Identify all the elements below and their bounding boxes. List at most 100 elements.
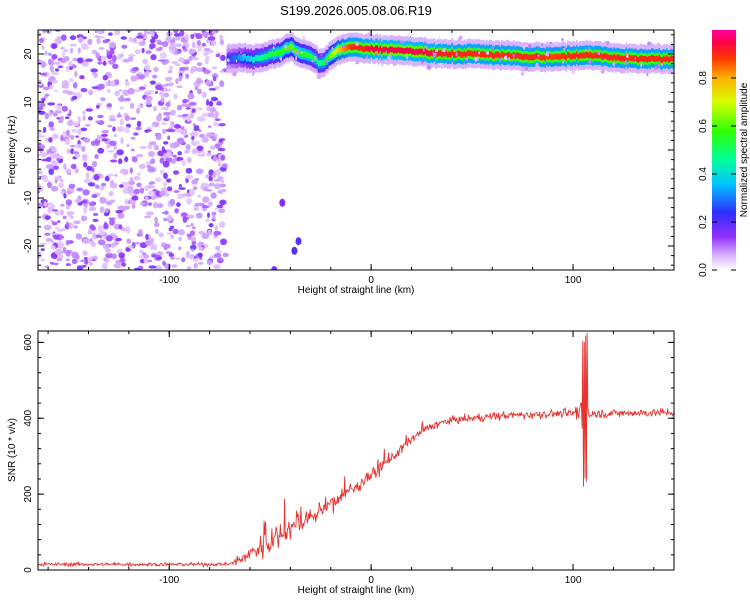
- noise-blob: [206, 259, 213, 266]
- noise-blob: [68, 119, 73, 126]
- noise-blob: [220, 238, 227, 246]
- noise-blob: [54, 178, 58, 184]
- noise-blob: [206, 99, 210, 106]
- noise-blob: [159, 169, 165, 175]
- carrier-segment: [618, 54, 620, 61]
- noise-blob: [92, 226, 96, 231]
- carrier-segment: [615, 55, 617, 62]
- noise-blob: [44, 232, 51, 236]
- noise-blob: [170, 234, 175, 239]
- carrier-segment: [565, 54, 568, 61]
- noise-blob: [172, 228, 179, 235]
- noise-blob: [147, 144, 152, 150]
- carrier-segment: [334, 49, 337, 56]
- noise-blob: [124, 115, 130, 121]
- noise-blob: [124, 97, 131, 102]
- snr-axes: -100 0 100 0 200 400 600: [23, 331, 674, 586]
- noise-blob: [190, 244, 197, 251]
- noise-blob: [155, 190, 161, 197]
- noise-blob: [129, 117, 137, 120]
- colorbar-ticks: 0.0 0.2 0.4 0.6 0.8: [698, 71, 736, 277]
- carrier-segment: [282, 48, 284, 55]
- noise-blob: [144, 129, 152, 132]
- noise-blob: [176, 202, 181, 208]
- noise-blob: [91, 194, 98, 199]
- noise-blob: [208, 88, 217, 91]
- carrier-segment: [339, 47, 341, 54]
- noise-blob: [150, 54, 157, 61]
- noise-blob: [134, 241, 141, 245]
- carrier-segment: [396, 47, 398, 54]
- carrier-segment: [495, 51, 497, 58]
- noise-blob: [165, 101, 171, 107]
- noise-blob: [39, 242, 47, 246]
- noise-blob: [60, 34, 67, 41]
- carrier-segment: [663, 55, 665, 62]
- noise-blob: [163, 217, 167, 222]
- carrier-segment: [595, 52, 598, 59]
- noise-blob: [72, 82, 78, 89]
- noise-blob: [38, 132, 41, 139]
- carrier-halo: [442, 48, 447, 53]
- spectrogram-plot-area: [38, 30, 674, 270]
- noise-blob: [87, 182, 96, 187]
- noise-blob: [156, 203, 164, 209]
- noise-blob: [55, 68, 59, 72]
- noise-blob: [78, 143, 82, 149]
- x-tick-label: -100: [159, 575, 179, 586]
- noise-blob: [91, 167, 95, 173]
- noise-blob: [74, 153, 81, 158]
- carrier-segment: [661, 57, 664, 63]
- carrier-segment: [511, 53, 514, 59]
- carrier-segment: [295, 48, 298, 55]
- noise-blob: [51, 80, 59, 84]
- carrier-segment: [261, 54, 263, 61]
- noise-blob: [104, 175, 110, 182]
- carrier-segment: [279, 50, 281, 57]
- noise-blob: [48, 58, 52, 65]
- noise-blob: [209, 145, 216, 150]
- carrier-segment: [336, 48, 338, 55]
- noise-blob: [136, 107, 140, 114]
- noise-blob: [173, 170, 180, 175]
- noise-blob: [49, 65, 54, 71]
- x-tick-label: 100: [565, 275, 582, 286]
- carrier-segment: [507, 52, 509, 58]
- carrier-segment: [444, 50, 446, 57]
- noise-blob: [185, 115, 191, 121]
- carrier-segment: [657, 56, 659, 62]
- noise-blob: [109, 80, 115, 87]
- noise-blob: [191, 148, 199, 155]
- snr-y-axis-label: SNR (10 * v/v): [7, 418, 18, 482]
- noise-blob: [211, 30, 216, 36]
- spectrogram-y-axis-label: Frequency (Hz): [7, 116, 18, 185]
- carrier-halo: [300, 51, 303, 54]
- carrier-segment: [666, 55, 668, 62]
- noise-blob: [71, 128, 77, 133]
- carrier-segment: [508, 52, 511, 58]
- carrier-segment: [387, 47, 389, 54]
- carrier-segment: [510, 53, 512, 59]
- carrier-segment: [255, 55, 257, 61]
- noise-blob: [148, 141, 157, 146]
- noise-blob: [217, 257, 224, 261]
- noise-blob: [208, 201, 213, 206]
- noise-blob: [204, 189, 213, 192]
- carrier-halo: [561, 38, 564, 41]
- carrier-segment: [231, 55, 233, 62]
- noise-blob: [206, 106, 211, 111]
- carrier-segment: [385, 46, 388, 53]
- noise-blob: [173, 30, 179, 34]
- noise-blob: [124, 126, 130, 134]
- carrier-segment: [406, 47, 409, 54]
- noise-blob: [139, 145, 148, 149]
- carrier-segment: [354, 44, 356, 50]
- noise-blob: [207, 212, 210, 218]
- noise-blob: [178, 236, 183, 242]
- noise-blob: [194, 202, 201, 207]
- noise-blob: [69, 47, 73, 54]
- carrier-segment: [343, 46, 346, 52]
- noise-blob: [43, 126, 47, 133]
- noise-blob: [114, 30, 121, 36]
- noise-blob: [38, 31, 41, 37]
